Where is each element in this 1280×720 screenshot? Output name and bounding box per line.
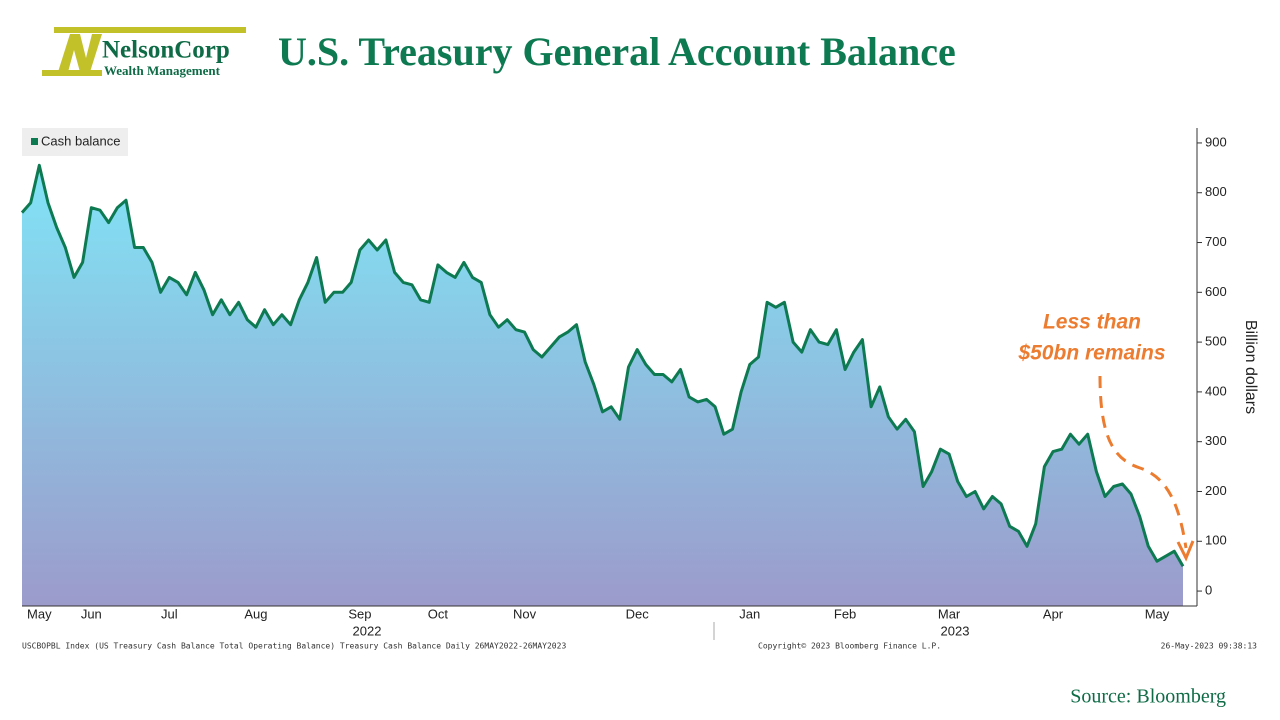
footer-mid: Copyright© 2023 Bloomberg Finance L.P. [758,642,941,651]
line [20,163,1185,567]
x-tick-label: Feb [834,606,856,621]
chart-title: U.S. Treasury General Account Balance [278,29,956,74]
legend-swatch [31,138,38,145]
footer-right: 26-May-2023 09:38:13 [1161,642,1258,651]
annotation: Less than [1043,311,1141,334]
y-tick-label: 100 [1205,533,1227,548]
source: Source: Bloomberg [1070,686,1226,708]
logo: NelsonCorp Wealth Management [42,27,246,78]
y-tick-label: 300 [1205,433,1227,448]
y-tick-label: 200 [1205,483,1227,498]
x-tick-label: Jan [739,606,760,621]
logo-sub: Wealth Management [104,63,221,78]
x-tick-label: May [1145,606,1170,621]
area [22,165,1183,607]
y-tick-label: 600 [1205,284,1227,299]
y-tick-label: 400 [1205,383,1227,398]
y-tick-label: 800 [1205,184,1227,199]
y-tick-label: 900 [1205,134,1227,149]
y-tick-label: 0 [1205,583,1212,598]
year-label: 2023 [941,623,970,638]
y-tick-label: 500 [1205,334,1227,349]
x-tick-label: May [27,606,52,621]
x-tick-label: Aug [244,606,267,621]
x-tick-label: Oct [428,606,449,621]
legend-box [22,128,128,156]
arrow-head [1176,540,1195,562]
x-tick-label: Mar [938,606,961,621]
y-tick-label: 700 [1205,234,1227,249]
annotation-arrow [1098,375,1188,549]
footer-left: USCBOPBL Index (US Treasury Cash Balance… [22,642,566,651]
x-tick-label: Dec [626,606,650,621]
x-tick-label: Nov [513,606,537,621]
logo-name: NelsonCorp [102,37,230,64]
annotation: $50bn remains [1017,342,1165,365]
x-tick-label: Sep [348,606,371,621]
y-axis-title: Billion dollars [1242,320,1259,414]
x-tick-label: Jul [161,606,178,621]
year-label: 2022 [353,623,382,638]
x-tick-label: Jun [81,606,102,621]
legend-label: Cash balance [41,133,121,148]
x-tick-label: Apr [1043,606,1064,621]
